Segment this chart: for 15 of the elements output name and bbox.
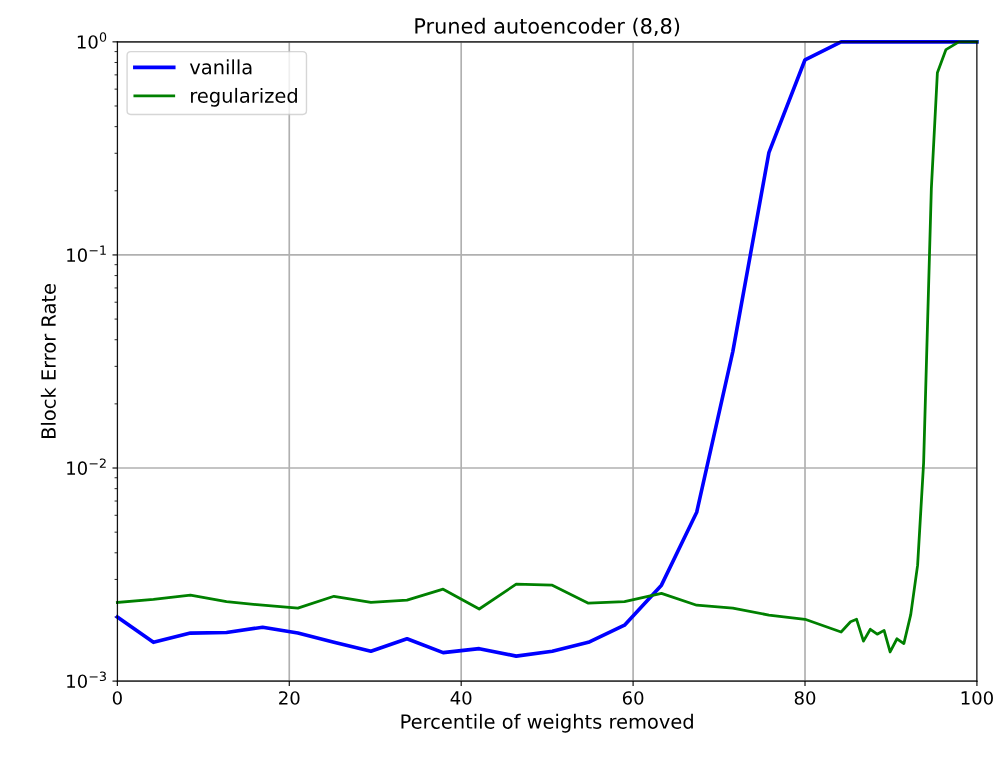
- legend-label: vanilla: [189, 59, 252, 75]
- chart-title: Pruned autoencoder (8,8): [415, 17, 680, 37]
- y-tick-label: 10$^{−2}$: [67, 458, 106, 475]
- y-tick-label: 10$^{−3}$: [67, 671, 106, 689]
- x-tick-label: 100: [961, 691, 993, 705]
- y-axis-title: Block Error Rate: [40, 284, 56, 439]
- y-tick-label: 10$^{−1}$: [67, 245, 106, 262]
- x-axis-title: Percentile of weights removed: [401, 713, 693, 733]
- x-tick-label: 60: [622, 691, 644, 705]
- x-tick-label: 40: [450, 691, 472, 705]
- y-tick-label: 10$^{0}$: [77, 32, 107, 49]
- x-tick-label: 80: [794, 691, 816, 705]
- legend-label: regularized: [191, 87, 297, 107]
- x-tick-label: 0: [112, 691, 122, 705]
- x-tick-label: 20: [279, 691, 300, 705]
